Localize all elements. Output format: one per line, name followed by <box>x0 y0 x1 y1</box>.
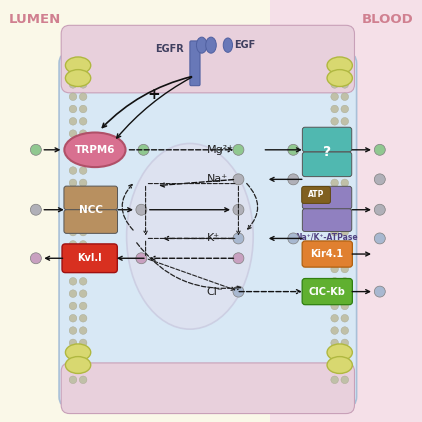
Circle shape <box>331 167 338 174</box>
Circle shape <box>69 118 77 125</box>
Circle shape <box>69 167 77 174</box>
Circle shape <box>331 130 338 138</box>
Circle shape <box>79 204 87 211</box>
Ellipse shape <box>127 143 253 329</box>
Text: TRPM6: TRPM6 <box>75 145 115 155</box>
Circle shape <box>69 142 77 150</box>
Circle shape <box>331 364 338 371</box>
Text: +: + <box>148 87 160 103</box>
Circle shape <box>79 142 87 150</box>
Circle shape <box>79 376 87 384</box>
Circle shape <box>341 179 349 187</box>
Circle shape <box>331 376 338 384</box>
Circle shape <box>341 81 349 88</box>
Circle shape <box>331 314 338 322</box>
Circle shape <box>79 327 87 334</box>
Ellipse shape <box>64 133 126 167</box>
Circle shape <box>79 216 87 224</box>
Circle shape <box>136 204 147 215</box>
Circle shape <box>288 174 299 185</box>
Text: KvI.I: KvI.I <box>78 253 102 263</box>
Circle shape <box>331 142 338 150</box>
Circle shape <box>69 265 77 273</box>
Ellipse shape <box>206 37 216 53</box>
Circle shape <box>331 352 338 359</box>
Text: Na⁺/K⁺-ATPase: Na⁺/K⁺-ATPase <box>296 233 358 242</box>
Circle shape <box>69 93 77 100</box>
Circle shape <box>341 376 349 384</box>
Ellipse shape <box>65 70 91 87</box>
Circle shape <box>79 314 87 322</box>
Circle shape <box>331 179 338 187</box>
Text: LUMEN: LUMEN <box>8 13 61 26</box>
Circle shape <box>331 204 338 211</box>
Circle shape <box>331 339 338 347</box>
Circle shape <box>331 118 338 125</box>
Text: ClC-Kb: ClC-Kb <box>308 287 346 297</box>
Circle shape <box>79 154 87 162</box>
Circle shape <box>341 278 349 285</box>
Circle shape <box>138 144 149 155</box>
Circle shape <box>79 241 87 248</box>
Circle shape <box>30 253 41 264</box>
Circle shape <box>331 216 338 224</box>
Circle shape <box>79 302 87 310</box>
Circle shape <box>79 278 87 285</box>
Circle shape <box>341 314 349 322</box>
Circle shape <box>341 290 349 298</box>
Circle shape <box>30 204 41 215</box>
Circle shape <box>79 352 87 359</box>
Circle shape <box>341 105 349 113</box>
Circle shape <box>79 105 87 113</box>
Text: EGF: EGF <box>234 40 255 50</box>
Circle shape <box>79 118 87 125</box>
Circle shape <box>341 352 349 359</box>
Text: Kir4.1: Kir4.1 <box>311 249 344 259</box>
FancyBboxPatch shape <box>302 152 352 176</box>
Circle shape <box>69 241 77 248</box>
FancyBboxPatch shape <box>61 25 354 93</box>
Text: Na⁺: Na⁺ <box>207 174 228 184</box>
FancyBboxPatch shape <box>190 41 200 86</box>
FancyBboxPatch shape <box>64 210 117 233</box>
Circle shape <box>79 130 87 138</box>
FancyBboxPatch shape <box>302 187 330 203</box>
FancyBboxPatch shape <box>302 241 352 267</box>
Circle shape <box>331 290 338 298</box>
Circle shape <box>331 191 338 199</box>
Text: NCC: NCC <box>79 205 103 215</box>
Circle shape <box>341 118 349 125</box>
Ellipse shape <box>65 344 91 361</box>
Text: Mg²⁺: Mg²⁺ <box>207 145 234 155</box>
Circle shape <box>341 204 349 211</box>
Circle shape <box>331 154 338 162</box>
Circle shape <box>233 233 244 244</box>
Circle shape <box>69 314 77 322</box>
Circle shape <box>374 286 385 297</box>
Circle shape <box>69 216 77 224</box>
Text: BLOOD: BLOOD <box>362 13 414 26</box>
Circle shape <box>341 130 349 138</box>
Text: EGFR: EGFR <box>155 43 184 54</box>
Circle shape <box>341 191 349 199</box>
Circle shape <box>69 278 77 285</box>
Text: ?: ? <box>323 145 331 159</box>
Ellipse shape <box>65 57 91 74</box>
FancyBboxPatch shape <box>59 53 357 407</box>
FancyBboxPatch shape <box>61 363 354 414</box>
Circle shape <box>69 179 77 187</box>
Circle shape <box>79 167 87 174</box>
Circle shape <box>331 105 338 113</box>
Circle shape <box>331 278 338 285</box>
Circle shape <box>341 339 349 347</box>
Circle shape <box>69 130 77 138</box>
Circle shape <box>288 233 299 244</box>
Ellipse shape <box>327 357 352 373</box>
Circle shape <box>79 179 87 187</box>
Circle shape <box>69 339 77 347</box>
Circle shape <box>341 216 349 224</box>
FancyBboxPatch shape <box>302 187 352 209</box>
Circle shape <box>331 253 338 260</box>
Circle shape <box>69 364 77 371</box>
